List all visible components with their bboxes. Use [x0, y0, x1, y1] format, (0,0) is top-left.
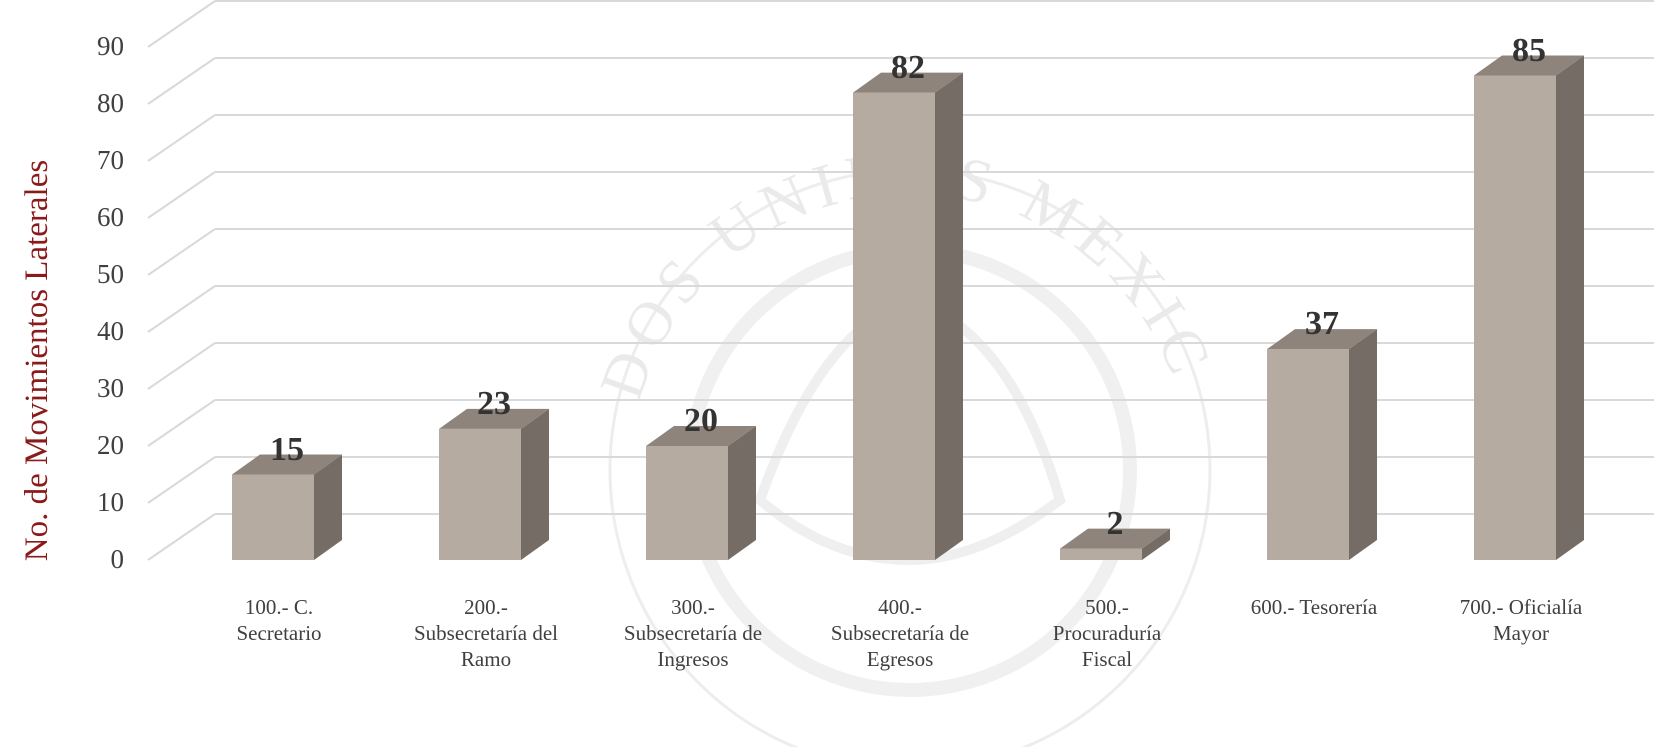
- y-tick-label: 80: [97, 88, 124, 118]
- bar: [1060, 528, 1170, 560]
- category-label-line: Fiscal: [1081, 647, 1133, 671]
- bar-top: [1474, 55, 1584, 76]
- y-tick-label: 10: [97, 487, 124, 517]
- data-label: 23: [477, 384, 511, 422]
- category-label: 700.- Oficialía Mayor: [1431, 594, 1611, 646]
- bar: [1267, 329, 1377, 560]
- y-tick-label: 40: [97, 316, 124, 346]
- y-axis-title-text: No. de Movimientos Laterales: [19, 159, 56, 561]
- gridline-diagonal: [147, 57, 216, 105]
- gridline-diagonal: [147, 399, 216, 447]
- data-label: 85: [1512, 31, 1546, 69]
- bar: [646, 426, 756, 560]
- category-label-line: 400.-: [878, 595, 922, 619]
- bar-side: [1349, 329, 1377, 560]
- category-label: 600.- Tesorería: [1224, 594, 1404, 620]
- bar: [853, 72, 963, 560]
- bar-front: [1267, 349, 1349, 560]
- bar-side: [1142, 528, 1170, 560]
- category-label-line: 200.-: [464, 595, 508, 619]
- bar-side: [935, 72, 963, 560]
- bar-front: [1474, 75, 1556, 560]
- data-label: 2: [1106, 504, 1124, 542]
- bar-top: [1060, 528, 1170, 549]
- bar-front: [646, 446, 728, 560]
- category-label-line: Secretario: [236, 621, 322, 645]
- bar: [232, 454, 342, 560]
- category-label: 200.- Subsecretaría del Ramo: [396, 594, 576, 672]
- category-label-line: Ingresos: [657, 647, 729, 671]
- y-axis-title: No. de Movimientos Laterales: [12, 100, 64, 620]
- y-tick-label: 50: [97, 259, 124, 289]
- category-label: 100.- C. Secretario: [189, 594, 369, 646]
- gridline-diagonal: [147, 114, 216, 162]
- category-label-line: 600.- Tesorería: [1250, 595, 1378, 619]
- bar-side: [314, 454, 342, 560]
- gridline-diagonal: [147, 171, 216, 219]
- bar-front: [1060, 548, 1142, 560]
- gridline-diagonal: [147, 285, 216, 333]
- gridline-diagonal: [147, 228, 216, 276]
- category-label: 500.- Procuraduría Fiscal: [1017, 594, 1197, 672]
- category-label: 400.- Subsecretaría de Egresos: [810, 594, 990, 672]
- y-tick-label: 90: [97, 31, 124, 61]
- bar-top: [232, 454, 342, 475]
- data-label: 82: [891, 48, 925, 86]
- bar-front: [232, 474, 314, 560]
- data-label: 15: [270, 430, 304, 468]
- bar-front: [439, 428, 521, 560]
- category-label-line: Ramo: [460, 647, 512, 671]
- seal-text: ESTADOS UNIDOS MEXICANOS: [0, 0, 1226, 408]
- bar-side: [521, 408, 549, 560]
- category-label-line: Mayor: [1493, 621, 1549, 645]
- gridline-diagonal: [147, 456, 216, 504]
- category-label-line: Subsecretaría de: [623, 621, 763, 645]
- category-label: 300.- Subsecretaría de Ingresos: [603, 594, 783, 672]
- category-label-line: 700.- Oficialía: [1459, 595, 1583, 619]
- category-label-line: Subsecretaría del: [413, 621, 559, 645]
- category-label-line: Procuraduría: [1052, 621, 1162, 645]
- category-label-line: 300.-: [671, 595, 715, 619]
- bar-front: [853, 92, 935, 560]
- bar-top: [646, 426, 756, 446]
- gridline-diagonal: [147, 0, 216, 48]
- bar-side: [1556, 55, 1584, 560]
- category-label-line: Egresos: [866, 647, 934, 671]
- y-tick-label: 60: [97, 202, 124, 232]
- bar-side: [728, 426, 756, 560]
- gridline-diagonal: [147, 513, 216, 561]
- y-tick-label: 20: [97, 430, 124, 460]
- category-label-line: 500.-: [1085, 595, 1129, 619]
- category-label-line: 100.- C.: [244, 595, 314, 619]
- y-tick-label: 30: [97, 373, 124, 403]
- category-label-line: Subsecretaría de: [830, 621, 970, 645]
- data-label: 37: [1305, 305, 1339, 343]
- y-tick-label: 0: [110, 544, 125, 574]
- bars: [232, 55, 1584, 560]
- data-label: 20: [684, 402, 718, 439]
- gridline-diagonal: [147, 342, 216, 390]
- bar: [439, 408, 549, 560]
- y-tick-label: 70: [97, 145, 124, 175]
- seal-text-path: ESTADOS UNIDOS MEXICANOS: [0, 0, 1218, 408]
- bar-top: [853, 72, 963, 93]
- bar-top: [439, 408, 549, 429]
- bar-top: [1267, 329, 1377, 350]
- bar: [1474, 55, 1584, 560]
